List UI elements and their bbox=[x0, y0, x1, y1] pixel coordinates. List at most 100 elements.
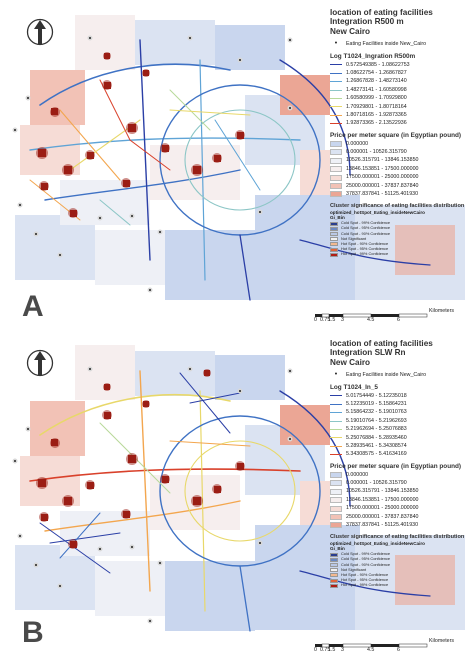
cluster-class-label: Not Significant bbox=[341, 566, 367, 572]
legend-title-line1: location of eating facilities bbox=[330, 339, 433, 348]
cluster-swatch bbox=[330, 247, 338, 252]
scale-tick: 0 bbox=[314, 317, 317, 323]
price-swatch bbox=[330, 522, 342, 529]
network-classes: 5.01754449 - 5.12235018 5.12235019 - 5.1… bbox=[330, 392, 472, 459]
cluster-class-label: Hot Spot - 90% Confidence bbox=[341, 240, 389, 246]
network-class-row: 1.08622754 - 1.26867827 bbox=[330, 69, 472, 77]
legend-title-line2: Integration SLW Rn bbox=[330, 348, 406, 358]
price-swatch bbox=[330, 157, 342, 164]
price-swatch bbox=[330, 513, 342, 520]
map-panel-a: A location of eating facilities Integrat… bbox=[0, 0, 474, 332]
cluster-swatch bbox=[330, 583, 338, 588]
network-class-row: 0.572549385 - 1.08622753 bbox=[330, 61, 472, 69]
price-class-row: 17500.000001 - 25000.000000 bbox=[330, 173, 472, 181]
cluster-class-row: Hot Spot - 90% Confidence bbox=[330, 572, 472, 578]
eating-points-a bbox=[12, 35, 293, 293]
cluster-swatch bbox=[330, 242, 338, 247]
scale-tick: 1.5 bbox=[328, 647, 336, 653]
cluster-class-row: Hot Spot - 95% Confidence bbox=[330, 577, 472, 583]
cluster-layer: optimized_hotSpot_Eating_insideNewCairo bbox=[330, 209, 425, 215]
price-class-label: 17500.000001 - 25000.000000 bbox=[346, 505, 419, 512]
cluster-class-row: Cold Spot - 99% Confidence bbox=[330, 551, 472, 557]
network-class-label: 5.34308575 - 5.41634169 bbox=[346, 451, 407, 458]
price-class-label: 13846.153851 - 17500.000000 bbox=[346, 496, 419, 503]
price-class-row: 0.000001 - 10526.315790 bbox=[330, 148, 472, 156]
cluster-class-row: Not Significant bbox=[330, 566, 472, 573]
network-class-row: 5.28935461 - 5.34308574 bbox=[330, 442, 472, 450]
network-class-label: 5.19010764 - 5.21962693 bbox=[346, 417, 407, 424]
network-swatch bbox=[330, 445, 342, 447]
cluster-class-row: Cold Spot - 99% Confidence bbox=[330, 220, 472, 226]
cluster-swatch bbox=[330, 568, 338, 573]
price-class-row: 17500.000001 - 25000.000000 bbox=[330, 504, 472, 512]
price-class-row: 13846.153851 - 17500.000000 bbox=[330, 496, 472, 504]
scale-bar: 0 0.75 1.5 3 4.5 6 Kilometers bbox=[314, 308, 454, 326]
network-swatch bbox=[330, 403, 342, 405]
scale-tick: 0 bbox=[314, 647, 317, 653]
network-class-row: 5.34308575 - 5.41634169 bbox=[330, 450, 472, 458]
cluster-class-label: Cold Spot - 95% Confidence bbox=[341, 556, 391, 562]
scale-unit: Kilometers bbox=[429, 638, 455, 644]
network-title: Log T1024_In_5 bbox=[330, 383, 378, 391]
price-class-label: 37837.837841 - 51125.401930 bbox=[346, 522, 419, 529]
network-class-label: 5.15864232 - 5.19010763 bbox=[346, 409, 407, 416]
network-class-label: 1.60580999 - 1.70929800 bbox=[346, 95, 407, 102]
price-title: Price per meter square (in Egyptian poun… bbox=[330, 462, 462, 470]
scale-tick: 0.75 bbox=[320, 317, 331, 323]
map-canvas-a bbox=[12, 15, 465, 301]
network-swatch bbox=[330, 89, 342, 91]
cluster-class-row: Hot Spot - 99% Confidence bbox=[330, 251, 472, 257]
network-class-label: 5.25076884 - 5.28935460 bbox=[346, 434, 407, 441]
network-swatch bbox=[330, 412, 342, 414]
network-swatch bbox=[330, 437, 342, 439]
legend-points-label: Eating Facilities inside New_Cairo bbox=[346, 372, 427, 379]
scale-tick: 4.5 bbox=[367, 317, 375, 323]
cluster-classes: Cold Spot - 99% Confidence Cold Spot - 9… bbox=[330, 220, 472, 257]
legend-points-row: • Eating Facilities inside New_Cairo bbox=[330, 371, 472, 379]
network-class-row: 5.19010764 - 5.21962693 bbox=[330, 417, 472, 425]
price-class-label: 25000.000001 - 37837.837840 bbox=[346, 513, 419, 520]
price-class-label: 10526.315791 - 13846.153850 bbox=[346, 488, 419, 495]
cluster-title: Cluster significance of eating facilitie… bbox=[330, 202, 465, 209]
point-symbol-icon: • bbox=[334, 40, 338, 48]
price-classes: 0.000000 0.000001 - 10526.315790 10526.3… bbox=[330, 471, 472, 530]
cluster-class-row: Hot Spot - 90% Confidence bbox=[330, 240, 472, 247]
cluster-swatch bbox=[330, 237, 338, 242]
network-swatch bbox=[330, 395, 342, 397]
network-swatch bbox=[330, 114, 342, 116]
network-class-row: 1.26867828 - 1.48273140 bbox=[330, 77, 472, 85]
cluster-swatch bbox=[330, 221, 338, 226]
legend-title-line3: New Cairo bbox=[330, 26, 371, 36]
price-class-label: 0.000001 - 10526.315790 bbox=[346, 480, 407, 487]
price-class-label: 17500.000001 - 25000.000000 bbox=[346, 174, 419, 181]
network-classes: 0.572549385 - 1.08622753 1.08622754 - 1.… bbox=[330, 61, 472, 128]
cluster-class-row: Cold Spot - 90% Confidence bbox=[330, 231, 472, 236]
cluster-class-label: Not Significant bbox=[341, 235, 367, 241]
network-swatch bbox=[330, 428, 342, 430]
price-swatch bbox=[330, 471, 342, 478]
network-swatch bbox=[330, 420, 342, 422]
panel-letter: A bbox=[22, 290, 44, 323]
network-class-label: 5.12235019 - 5.15864231 bbox=[346, 400, 407, 407]
price-swatch bbox=[330, 505, 342, 512]
price-class-row: 10526.315791 - 13846.153850 bbox=[330, 488, 472, 496]
network-swatch bbox=[330, 81, 342, 83]
scale-bar-graphic bbox=[315, 643, 428, 648]
north-arrow-icon bbox=[26, 349, 54, 377]
scale-tick: 6 bbox=[397, 647, 400, 653]
network-title: Log T1024_Ingration R500m bbox=[330, 52, 416, 60]
price-class-row: 25000.000001 - 37837.837840 bbox=[330, 513, 472, 521]
network-class-row: 1.70929801 - 1.80718164 bbox=[330, 103, 472, 111]
cluster-swatch bbox=[330, 252, 338, 257]
network-class-row: 1.48273141 - 1.60580998 bbox=[330, 86, 472, 94]
price-swatch bbox=[330, 488, 342, 495]
price-class-label: 0.000001 - 10526.315790 bbox=[346, 149, 407, 156]
cluster-class-row: Not Significant bbox=[330, 235, 472, 242]
network-swatch bbox=[330, 454, 342, 456]
network-swatch bbox=[330, 106, 342, 108]
price-class-label: 10526.315791 - 13846.153850 bbox=[346, 157, 419, 164]
cluster-swatch bbox=[330, 573, 338, 578]
cluster-class-row: Hot Spot - 95% Confidence bbox=[330, 246, 472, 252]
legend-title-line1: location of eating facilities bbox=[330, 8, 433, 17]
price-swatch bbox=[330, 140, 342, 147]
